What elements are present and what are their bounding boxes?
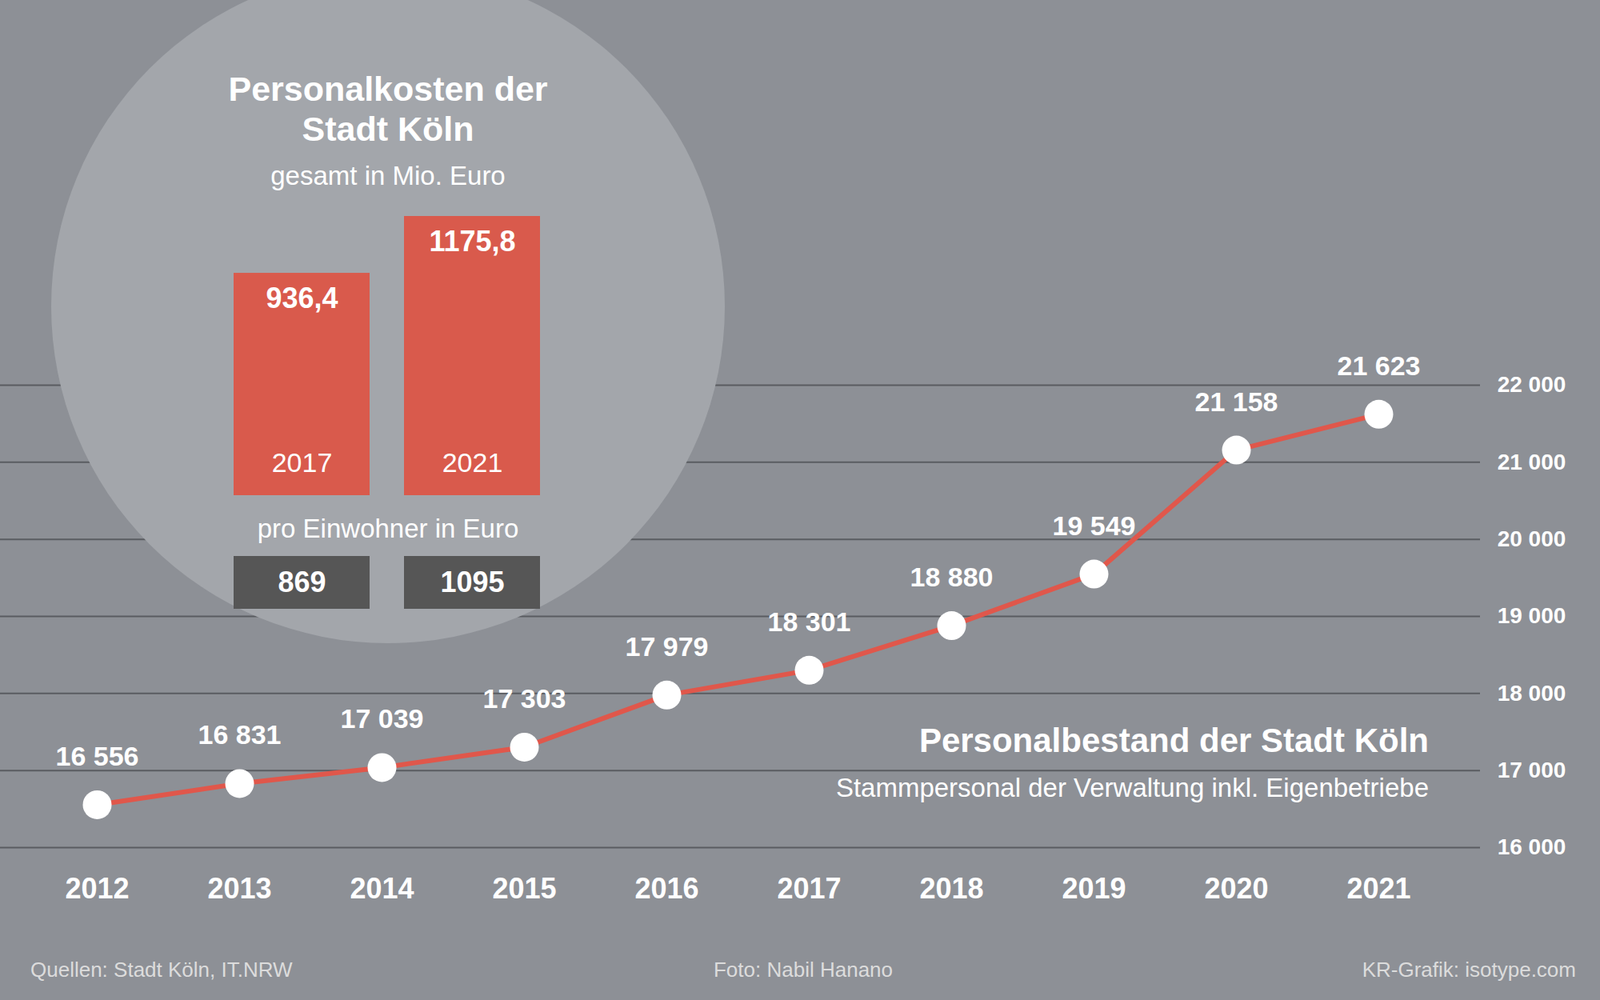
svg-text:21 623: 21 623 xyxy=(1337,350,1421,381)
svg-text:2020: 2020 xyxy=(1204,872,1268,905)
svg-text:2015: 2015 xyxy=(492,872,556,905)
html-text:Stammpersonal der Verwaltung i: Stammpersonal der Verwaltung inkl. Eigen… xyxy=(835,772,1429,803)
svg-text:2018: 2018 xyxy=(919,872,984,905)
svg-text:869: 869 xyxy=(277,565,326,599)
html-text:pro Einwohner in Euro: pro Einwohner in Euro xyxy=(257,513,519,544)
svg-text:16 556: 16 556 xyxy=(56,740,140,772)
svg-text:1175,8: 1175,8 xyxy=(428,224,516,258)
html-text:Personalbestand der Stadt Köln: Personalbestand der Stadt Köln xyxy=(919,721,1429,760)
html-text:Personalkosten der Stadt Köln: Personalkosten der Stadt Köln xyxy=(228,69,548,148)
html-text:gesamt in Mio. Euro: gesamt in Mio. Euro xyxy=(270,160,506,191)
svg-text:21 158: 21 158 xyxy=(1195,385,1279,416)
html-text:KR-Grafik: isotype.com: KR-Grafik: isotype.com xyxy=(1362,957,1576,982)
svg-text:20 000: 20 000 xyxy=(1497,526,1567,552)
svg-text:16 000: 16 000 xyxy=(1497,834,1567,860)
svg-text:1095: 1095 xyxy=(440,565,504,599)
svg-text:2013: 2013 xyxy=(207,872,272,905)
html-text:Quellen: Stadt Köln, IT.NRW: Quellen: Stadt Köln, IT.NRW xyxy=(30,957,293,982)
svg-text:18 301: 18 301 xyxy=(768,606,852,637)
svg-text:17 039: 17 039 xyxy=(340,703,424,734)
svg-text:17 000: 17 000 xyxy=(1497,757,1567,783)
svg-text:22 000: 22 000 xyxy=(1497,372,1567,397)
svg-text:19 549: 19 549 xyxy=(1052,509,1136,540)
svg-text:2019: 2019 xyxy=(1061,872,1126,905)
svg-text:16 831: 16 831 xyxy=(198,719,282,750)
svg-text:19 000: 19 000 xyxy=(1497,603,1567,628)
svg-text:2017: 2017 xyxy=(272,447,333,478)
html-text:Foto: Nabil Hanano: Foto: Nabil Hanano xyxy=(713,957,893,982)
svg-text:17 979: 17 979 xyxy=(625,631,709,662)
svg-text:2012: 2012 xyxy=(64,872,129,905)
svg-text:2017: 2017 xyxy=(776,872,841,905)
svg-text:17 303: 17 303 xyxy=(483,683,567,714)
svg-text:18 880: 18 880 xyxy=(910,561,994,592)
svg-text:936,4: 936,4 xyxy=(265,281,338,315)
svg-text:2021: 2021 xyxy=(1346,872,1411,905)
svg-text:2021: 2021 xyxy=(442,447,504,478)
svg-text:2016: 2016 xyxy=(634,872,699,905)
svg-text:18 000: 18 000 xyxy=(1497,680,1567,706)
svg-text:2014: 2014 xyxy=(349,872,414,905)
svg-text:21 000: 21 000 xyxy=(1497,449,1567,475)
